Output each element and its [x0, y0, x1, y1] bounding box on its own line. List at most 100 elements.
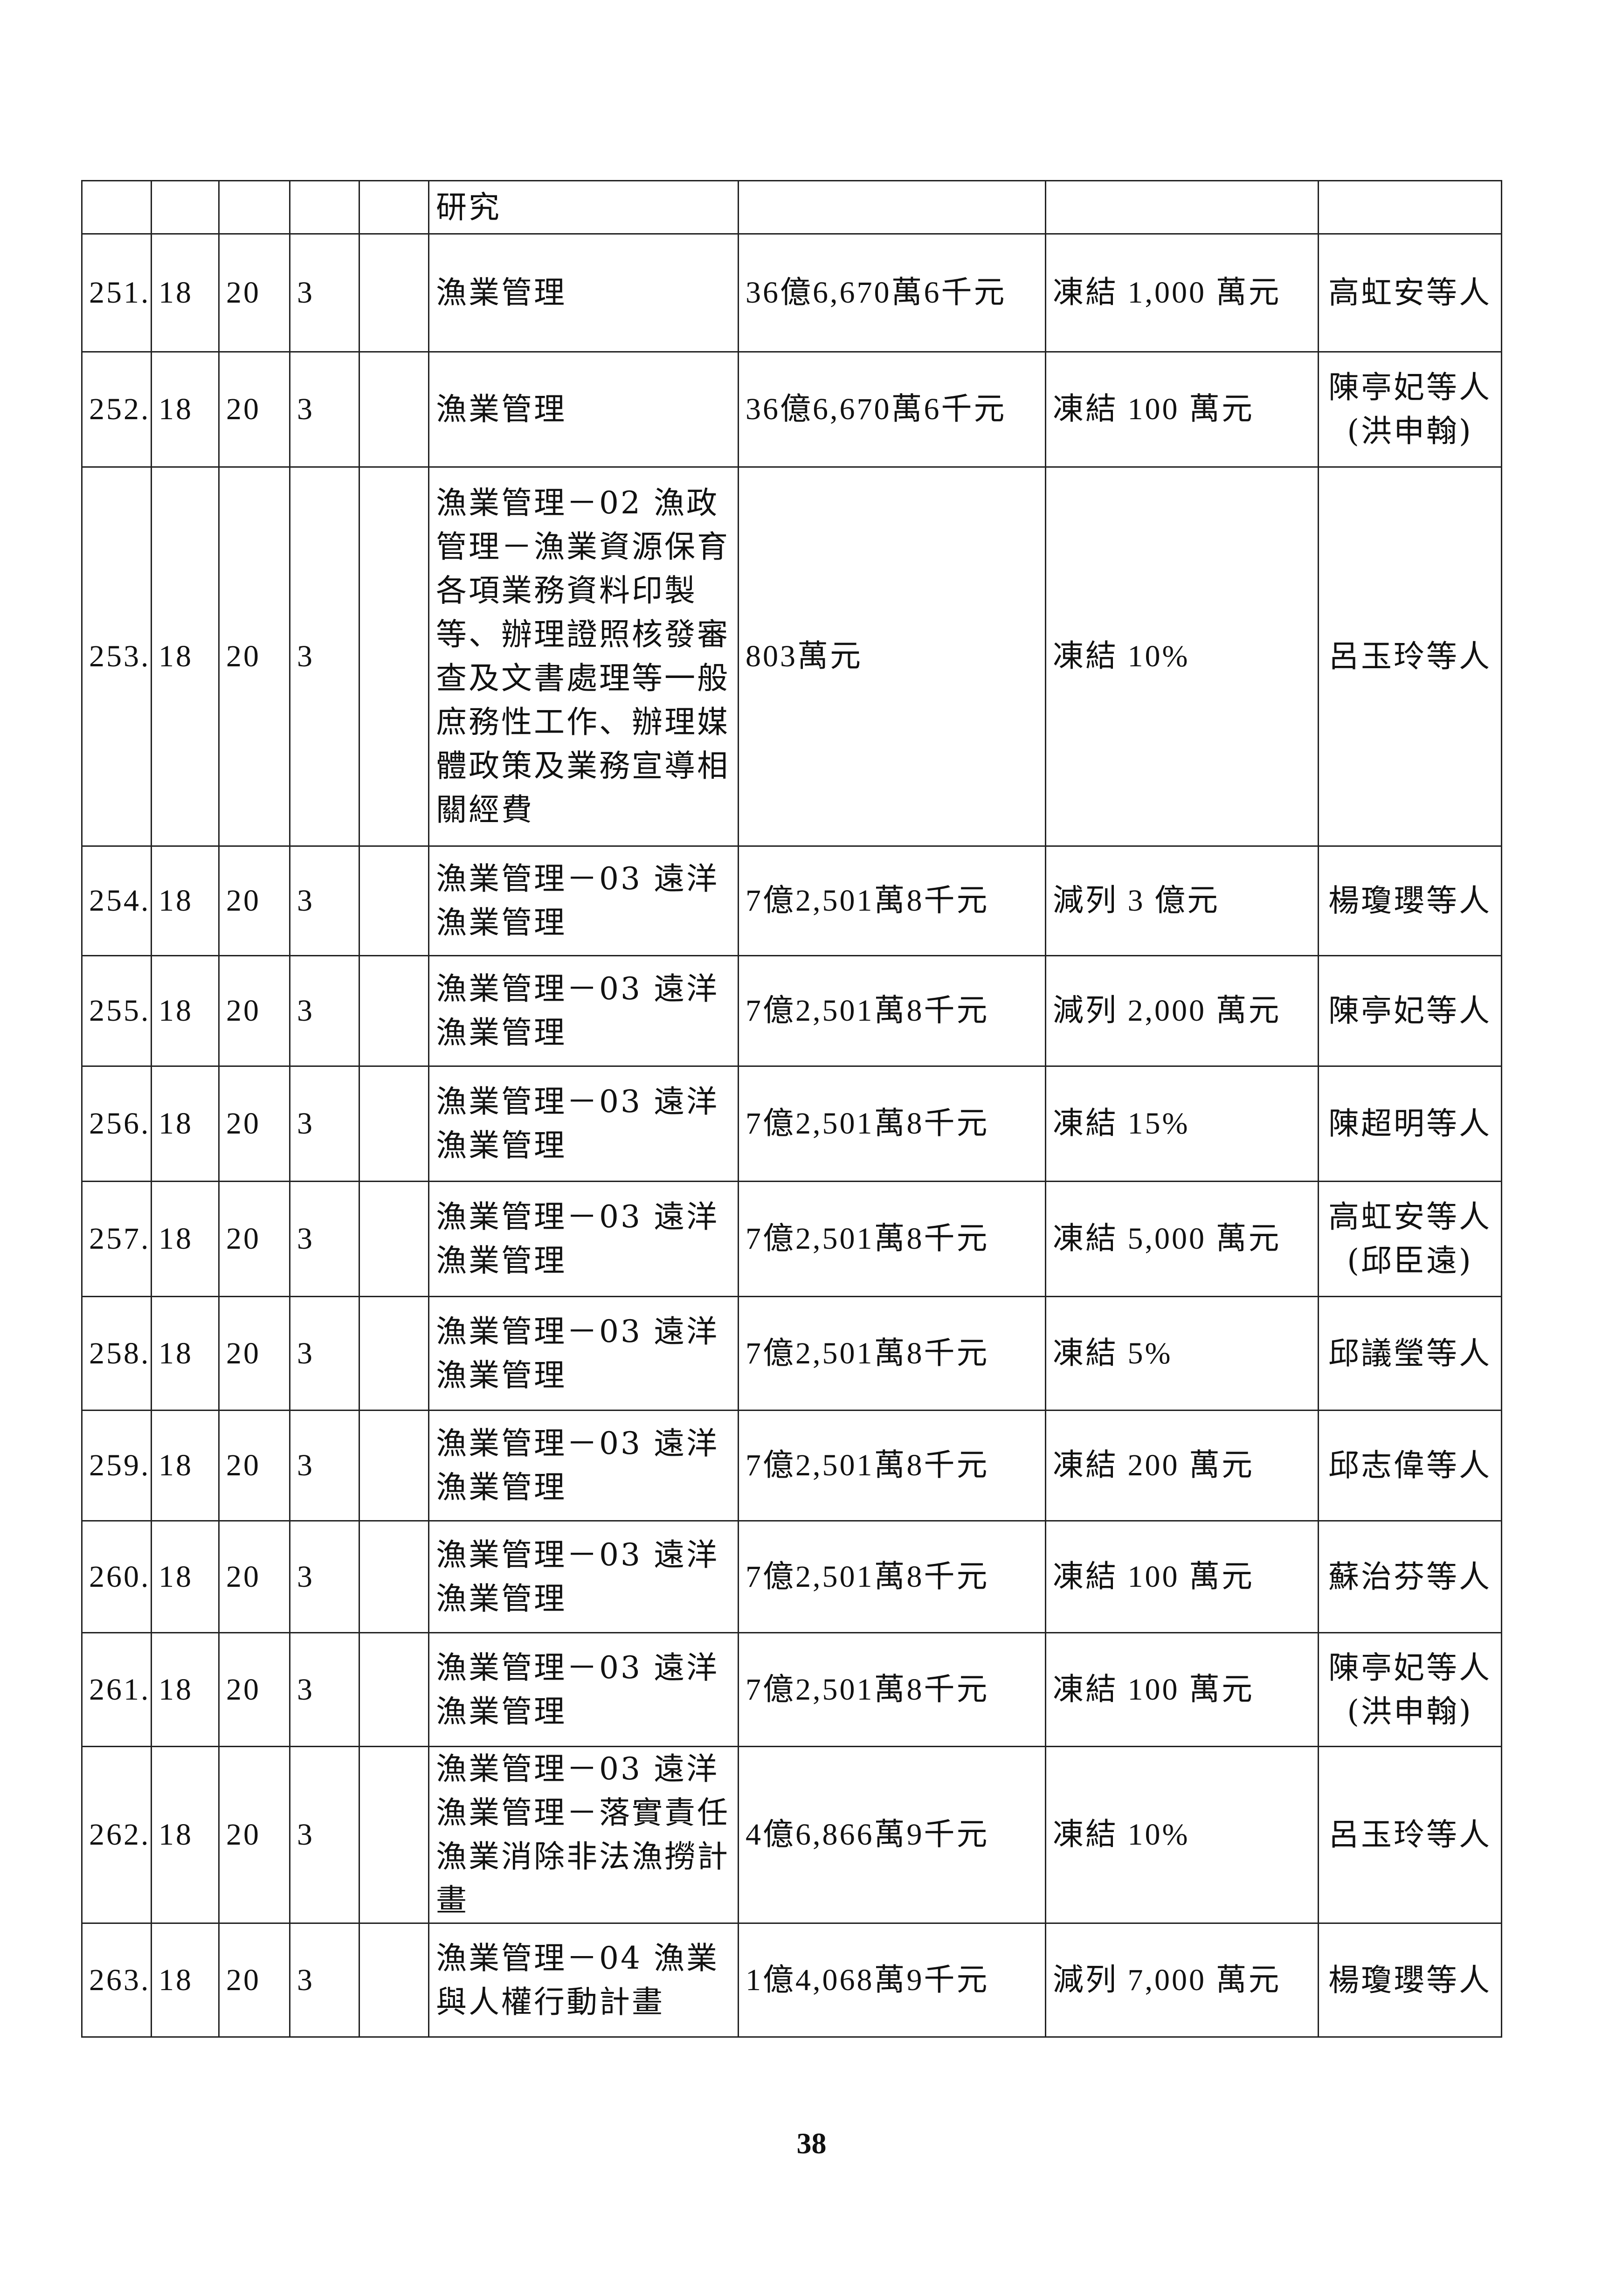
amount-cell: 7億2,501萬8千元	[738, 845, 1046, 956]
amount-cell: 7億2,501萬8千元	[738, 1520, 1046, 1633]
code-4	[359, 1181, 429, 1297]
item-cell: 漁業管理－03 遠洋漁業管理	[428, 1296, 739, 1411]
code-4	[359, 1296, 429, 1411]
code-1: 18	[151, 233, 220, 353]
row-number: 261.	[81, 1632, 152, 1747]
item-cell: 漁業管理－03 遠洋漁業管理－落實責任漁業消除非法漁撈計畫	[428, 1746, 739, 1924]
code-2: 20	[218, 1410, 290, 1521]
row-number: 256.	[81, 1065, 152, 1182]
code-4	[359, 466, 429, 847]
proposer-cell: 邱志偉等人	[1318, 1410, 1502, 1521]
code-2: 20	[218, 1923, 290, 2038]
action-cell: 凍結 100 萬元	[1045, 351, 1319, 468]
action-cell: 凍結 10%	[1045, 1746, 1319, 1924]
code-4	[359, 351, 429, 468]
code-3: 3	[289, 466, 360, 847]
code-4	[359, 233, 429, 353]
table-row: 258. 18 20 3 漁業管理－03 遠洋漁業管理 7億2,501萬8千元 凍結 5% 邱…	[81, 1296, 1502, 1411]
code-4	[359, 1520, 429, 1633]
item-cell: 漁業管理－03 遠洋漁業管理	[428, 1410, 739, 1521]
item-cell: 漁業管理	[428, 233, 739, 353]
code-4	[359, 1410, 429, 1521]
amount-cell: 7億2,501萬8千元	[738, 1410, 1046, 1521]
action-cell: 凍結 5%	[1045, 1296, 1319, 1411]
amount-cell: 7億2,501萬8千元	[738, 1296, 1046, 1411]
code-3: 3	[289, 1923, 360, 2038]
code-3: 3	[289, 1410, 360, 1521]
proposer-cell: 楊瓊瓔等人	[1318, 845, 1502, 956]
item-cell: 漁業管理－03 遠洋漁業管理	[428, 1181, 739, 1297]
amount-cell: 7億2,501萬8千元	[738, 1065, 1046, 1182]
code-1: 18	[151, 1296, 220, 1411]
row-number: 255.	[81, 955, 152, 1067]
amount-cell: 36億6,670萬6千元	[738, 351, 1046, 468]
table-row: 262. 18 20 3 漁業管理－03 遠洋漁業管理－落實責任漁業消除非法漁撈計畫 4億…	[81, 1746, 1502, 1924]
table-row: 257. 18 20 3 漁業管理－03 遠洋漁業管理 7億2,501萬8千元 凍結 5,0…	[81, 1181, 1502, 1297]
code-2: 20	[218, 1065, 290, 1182]
row-number: 257.	[81, 1181, 152, 1297]
row-number: 263.	[81, 1923, 152, 2038]
proposer-cell: 陳亭妃等人(洪申翰)	[1318, 351, 1502, 468]
table-row: 260. 18 20 3 漁業管理－03 遠洋漁業管理 7億2,501萬8千元 凍結 100…	[81, 1520, 1502, 1633]
code-2: 20	[218, 466, 290, 847]
item-cell: 漁業管理－02 漁政管理－漁業資源保育各項業務資料印製等、辦理證照核發審查及文書…	[428, 466, 739, 847]
code-1: 18	[151, 351, 220, 468]
table-row: 259. 18 20 3 漁業管理－03 遠洋漁業管理 7億2,501萬8千元 凍結 200…	[81, 1410, 1502, 1521]
amount-cell: 4億6,866萬9千元	[738, 1746, 1046, 1924]
action-cell: 凍結 100 萬元	[1045, 1520, 1319, 1633]
action-cell: 減列 2,000 萬元	[1045, 955, 1319, 1067]
row-number: 260.	[81, 1520, 152, 1633]
action-cell: 凍結 200 萬元	[1045, 1410, 1319, 1521]
code-2: 20	[218, 845, 290, 956]
code-4	[359, 1923, 429, 2038]
amount-cell: 36億6,670萬6千元	[738, 233, 1046, 353]
proposer-cell: 陳超明等人	[1318, 1065, 1502, 1182]
action-cell: 凍結 5,000 萬元	[1045, 1181, 1319, 1297]
code-1: 18	[151, 955, 220, 1067]
page-number: 38	[796, 2127, 827, 2160]
row-number: 252.	[81, 351, 152, 468]
proposer-cell: 陳亭妃等人(洪申翰)	[1318, 1632, 1502, 1747]
code-4	[359, 845, 429, 956]
code-1: 18	[151, 1181, 220, 1297]
row-number: 251.	[81, 233, 152, 353]
code-4	[359, 955, 429, 1067]
action-cell: 凍結 10%	[1045, 466, 1319, 847]
code-1: 18	[151, 1632, 220, 1747]
amount-cell: 7億2,501萬8千元	[738, 1632, 1046, 1747]
code-3: 3	[289, 233, 360, 353]
amount-cell: 1億4,068萬9千元	[738, 1923, 1046, 2038]
action-cell: 減列 3 億元	[1045, 845, 1319, 956]
table-row: 251. 18 20 3 漁業管理 36億6,670萬6千元 凍結 1,000 萬元 高虹安等…	[81, 233, 1502, 353]
proposer-cell: 呂玉玲等人	[1318, 1746, 1502, 1924]
row-number: 254.	[81, 845, 152, 956]
row-number: 259.	[81, 1410, 152, 1521]
code-1: 18	[151, 1065, 220, 1182]
table-row: 263. 18 20 3 漁業管理－04 漁業與人權行動計畫 1億4,068萬9千元 減列 …	[81, 1923, 1502, 2038]
row-number: 253.	[81, 466, 152, 847]
item-cell: 研究	[428, 180, 739, 235]
table-row: 256. 18 20 3 漁業管理－03 遠洋漁業管理 7億2,501萬8千元 凍結 15%…	[81, 1065, 1502, 1182]
code-3: 3	[289, 1065, 360, 1182]
code-3: 3	[289, 1181, 360, 1297]
table-row: 255. 18 20 3 漁業管理－03 遠洋漁業管理 7億2,501萬8千元 減列 2,0…	[81, 955, 1502, 1067]
code-2: 20	[218, 1181, 290, 1297]
item-cell: 漁業管理	[428, 351, 739, 468]
code-1: 18	[151, 1410, 220, 1521]
code-4	[359, 1746, 429, 1924]
row-number: 262.	[81, 1746, 152, 1924]
proposer-cell: 楊瓊瓔等人	[1318, 1923, 1502, 2038]
table-row: 261. 18 20 3 漁業管理－03 遠洋漁業管理 7億2,501萬8千元 凍結 100…	[81, 1632, 1502, 1747]
row-number: 258.	[81, 1296, 152, 1411]
proposer-cell: 蘇治芬等人	[1318, 1520, 1502, 1633]
code-3: 3	[289, 845, 360, 956]
item-cell: 漁業管理－03 遠洋漁業管理	[428, 1520, 739, 1633]
code-4	[359, 1632, 429, 1747]
proposer-cell: 邱議瑩等人	[1318, 1296, 1502, 1411]
code-3: 3	[289, 1632, 360, 1747]
proposer-cell: 呂玉玲等人	[1318, 466, 1502, 847]
proposer-cell: 高虹安等人(邱臣遠)	[1318, 1181, 1502, 1297]
code-2: 20	[218, 955, 290, 1067]
code-2: 20	[218, 1746, 290, 1924]
code-3: 3	[289, 351, 360, 468]
